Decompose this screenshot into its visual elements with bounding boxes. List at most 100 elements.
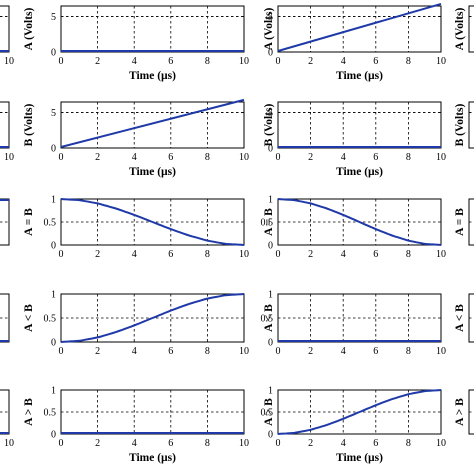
x-tick-label: 2 xyxy=(95,56,100,67)
x-tick-label: 2 xyxy=(308,438,313,449)
y-tick-label: 0.5 xyxy=(261,408,274,419)
y-tick-label: 5 xyxy=(51,108,56,119)
plot-frame xyxy=(468,5,474,53)
y-tick-label: 0.5 xyxy=(261,314,274,325)
x-tick-label: 2 xyxy=(95,152,100,163)
x-tick-label: 8 xyxy=(406,346,411,357)
x-tick-label: 4 xyxy=(341,438,346,449)
subplot-c6: 0 2 4 6 8 10 0 5 Time (µs) B (Volts) xyxy=(23,98,249,178)
y-axis-label: A (Volts) xyxy=(263,7,275,50)
signal-trace-0 xyxy=(60,293,245,343)
x-axis-label: Time (µs) xyxy=(129,166,176,178)
subplot-c10: 0 2 4 6 8 10 0 0.5 1 A = B xyxy=(23,195,249,261)
signal-trace-0 xyxy=(277,198,442,246)
x-tick-label: 0 xyxy=(59,152,64,163)
subplot-c7: 0 2 4 6 8 10 0 5 Time (µs) B (Volts) xyxy=(263,101,446,178)
y-tick-label: 0.5 xyxy=(261,218,274,229)
y-axis-label: A = B xyxy=(454,208,466,236)
x-tick-label: 10 xyxy=(436,249,446,260)
y-axis-label: A < B xyxy=(263,304,275,332)
y-tick-label: 0 xyxy=(51,338,56,349)
x-tick-label: 8 xyxy=(205,152,210,163)
x-tick-label: 6 xyxy=(373,152,378,163)
y-tick-label: 1 xyxy=(51,290,56,301)
x-tick-label: 8 xyxy=(205,56,210,67)
signal-trace-0 xyxy=(60,98,245,148)
subplot-c8: B (Volts) xyxy=(454,101,474,149)
x-tick-label: 6 xyxy=(168,346,173,357)
subplot-c14: 0 2 4 6 8 10 0 0.5 1 A < B xyxy=(23,290,249,358)
subplot-c13 xyxy=(0,293,10,343)
x-tick-label: 4 xyxy=(341,56,346,67)
x-tick-label: 8 xyxy=(406,249,411,260)
x-tick-label: 6 xyxy=(168,152,173,163)
x-tick-label: 0 xyxy=(59,56,64,67)
subplot-c19: 0 2 4 6 8 10 0 0.5 1 Time (µs) A > B xyxy=(261,386,447,465)
x-tick-label: 2 xyxy=(308,249,313,260)
x-tick-label: 10 xyxy=(436,346,446,357)
subplot-c2: 0 2 4 6 8 10 0 5 Time (µs) A (Volts) xyxy=(23,5,249,82)
y-tick-label: 1 xyxy=(268,195,273,206)
x-tick-label: 10 xyxy=(239,56,249,67)
y-tick-label: 0.5 xyxy=(44,408,57,419)
x-tick-label: 6 xyxy=(168,56,173,67)
x-tick-label: 2 xyxy=(308,56,313,67)
y-tick-label: 0 xyxy=(51,144,56,155)
x-tick-label: 0 xyxy=(276,249,281,260)
y-axis-label: B (Volts) xyxy=(263,103,275,146)
y-tick-label: 0 xyxy=(268,338,273,349)
x-tick-label: 2 xyxy=(308,346,313,357)
y-tick-label: 1 xyxy=(51,386,56,397)
x-tick-label: 0 xyxy=(276,346,281,357)
subplot-c20: A > B xyxy=(454,389,474,435)
y-axis-label: A < B xyxy=(23,304,35,332)
x-tick-label: 10 xyxy=(436,56,446,67)
plot-frame xyxy=(468,101,474,149)
x-tick-label: 10 xyxy=(239,249,249,260)
x-tick-label: 2 xyxy=(95,438,100,449)
y-axis-label: A (Volts) xyxy=(454,7,466,50)
x-tick-label: 4 xyxy=(132,56,137,67)
x-tick-label: 8 xyxy=(205,346,210,357)
y-tick-label: 0 xyxy=(51,241,56,252)
x-axis-label: Time (µs) xyxy=(336,452,383,464)
y-tick-label: 0 xyxy=(268,144,273,155)
y-axis-label: B (Volts) xyxy=(454,103,466,146)
y-axis-label: A > B xyxy=(23,398,35,426)
plot-frame xyxy=(0,389,10,435)
x-tick-label: 8 xyxy=(205,249,210,260)
x-tick-label: 2 xyxy=(308,152,313,163)
x-tick-label: 6 xyxy=(373,56,378,67)
plot-frame xyxy=(277,5,442,53)
subplot-c12: A = B xyxy=(454,198,474,246)
subplot-c5: 10 xyxy=(0,101,14,163)
x-tick-label: 4 xyxy=(132,152,137,163)
x-tick-label: 10 xyxy=(4,152,14,163)
x-tick-label: 8 xyxy=(406,152,411,163)
y-tick-label: 5 xyxy=(268,108,273,119)
y-tick-label: 0.5 xyxy=(44,218,57,229)
x-axis-label: Time (µs) xyxy=(129,452,176,464)
plot-frame xyxy=(0,5,10,53)
x-axis-label: Time (µs) xyxy=(336,166,383,178)
x-tick-label: 10 xyxy=(239,346,249,357)
x-tick-label: 10 xyxy=(4,438,14,449)
x-tick-label: 8 xyxy=(205,438,210,449)
y-axis-label: B (Volts) xyxy=(23,103,35,146)
signal-trace-0 xyxy=(277,2,442,52)
y-tick-label: 5 xyxy=(51,12,56,23)
x-tick-label: 10 xyxy=(436,438,446,449)
y-axis-label: A = B xyxy=(263,208,275,236)
plot-frame xyxy=(60,5,245,53)
x-tick-label: 4 xyxy=(132,438,137,449)
y-tick-label: 5 xyxy=(268,12,273,23)
subplot-c4: A (Volts) xyxy=(454,5,474,53)
x-tick-label: 4 xyxy=(341,249,346,260)
x-tick-label: 0 xyxy=(59,249,64,260)
y-tick-label: 0.5 xyxy=(44,314,57,325)
y-tick-label: 0 xyxy=(51,48,56,59)
y-tick-label: 1 xyxy=(268,386,273,397)
x-tick-label: 6 xyxy=(168,438,173,449)
x-tick-label: 0 xyxy=(59,346,64,357)
